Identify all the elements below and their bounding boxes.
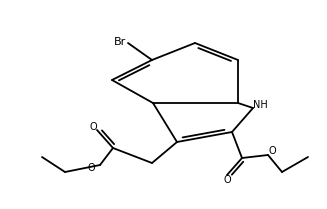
Text: O: O bbox=[223, 175, 231, 185]
Text: NH: NH bbox=[253, 100, 267, 110]
Text: O: O bbox=[87, 163, 95, 172]
Text: Br: Br bbox=[114, 37, 126, 47]
Text: O: O bbox=[268, 146, 276, 156]
Text: O: O bbox=[89, 122, 97, 132]
